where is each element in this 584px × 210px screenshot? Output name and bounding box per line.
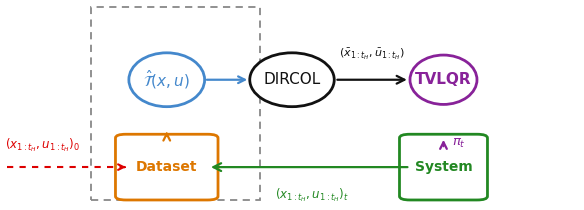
Text: System: System bbox=[415, 160, 472, 174]
Text: DIRCOL: DIRCOL bbox=[263, 72, 321, 87]
FancyBboxPatch shape bbox=[116, 134, 218, 200]
Ellipse shape bbox=[410, 55, 477, 104]
Text: $(x_{1:t_H}, u_{1:t_H})_t$: $(x_{1:t_H}, u_{1:t_H})_t$ bbox=[276, 187, 349, 205]
FancyBboxPatch shape bbox=[399, 134, 488, 200]
Ellipse shape bbox=[250, 53, 334, 107]
Text: $(\bar{x}_{1:t_H}, \bar{u}_{1:t_H})$: $(\bar{x}_{1:t_H}, \bar{u}_{1:t_H})$ bbox=[339, 47, 405, 62]
Text: Dataset: Dataset bbox=[136, 160, 197, 174]
Text: $\hat{\mathcal{T}}(x,u)$: $\hat{\mathcal{T}}(x,u)$ bbox=[143, 68, 190, 91]
Text: $\pi_t$: $\pi_t$ bbox=[452, 137, 466, 150]
Text: $(x_{1:t_H}, u_{1:t_H})_0$: $(x_{1:t_H}, u_{1:t_H})_0$ bbox=[5, 136, 80, 154]
Text: TVLQR: TVLQR bbox=[415, 72, 472, 87]
Ellipse shape bbox=[129, 53, 204, 107]
